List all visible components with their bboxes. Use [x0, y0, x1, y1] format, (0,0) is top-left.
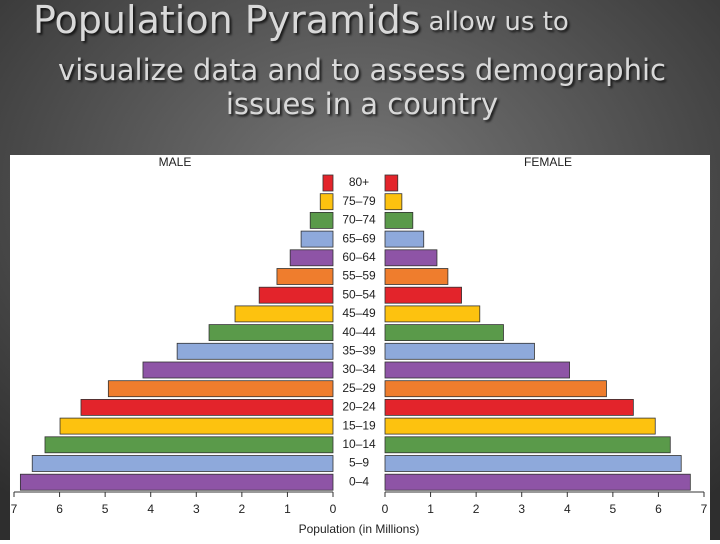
bar [300, 230, 334, 248]
bar [107, 380, 334, 398]
age-label: 30–34 [342, 362, 376, 376]
x-tick-label: 1 [427, 502, 434, 516]
x-tick-label: 6 [56, 502, 63, 516]
bar [176, 342, 334, 360]
bar [384, 268, 449, 285]
title-line: issues in a country [226, 87, 498, 121]
bar [384, 436, 671, 454]
x-tick-label: 3 [193, 502, 200, 516]
bar [276, 268, 334, 285]
bar [319, 193, 334, 211]
x-tick-label: 4 [564, 502, 571, 516]
x-tick-label: 0 [382, 502, 389, 516]
bar [384, 230, 425, 248]
x-tick-label: 0 [330, 502, 337, 516]
x-tick-label: 5 [610, 502, 617, 516]
age-label: 20–24 [342, 400, 376, 414]
x-tick-label: 5 [102, 502, 109, 516]
bar [384, 473, 691, 491]
bar [384, 249, 438, 267]
age-label: 65–69 [342, 231, 376, 245]
age-label: 80+ [349, 175, 369, 189]
age-label: 0–4 [349, 474, 369, 488]
bar [80, 398, 334, 416]
bar [44, 436, 334, 454]
age-label: 5–9 [349, 456, 369, 470]
age-label: 45–49 [342, 306, 376, 320]
x-tick-label: 2 [473, 502, 480, 516]
title-lead: Population Pyramids allow us to [33, 0, 569, 42]
bar [31, 455, 334, 472]
bar [384, 211, 414, 229]
bar [384, 380, 607, 398]
age-label: 15–19 [342, 418, 376, 432]
age-label: 55–59 [342, 269, 376, 283]
bar [234, 305, 334, 323]
title-rest: allow us to [429, 7, 569, 37]
bar [384, 342, 535, 360]
bar [59, 417, 334, 435]
bar [208, 324, 334, 342]
bar [322, 174, 334, 192]
bar [289, 249, 334, 267]
x-tick-label: 7 [701, 502, 708, 516]
age-label: 75–79 [342, 194, 376, 208]
x-tick-label: 2 [239, 502, 246, 516]
bar [384, 286, 462, 304]
series-header: FEMALE [524, 155, 572, 169]
bar [309, 211, 334, 229]
series-header: MALE [159, 155, 192, 169]
age-label: 25–29 [342, 381, 376, 395]
age-label: 10–14 [342, 437, 376, 451]
bar [384, 398, 634, 416]
bar [142, 361, 334, 379]
x-axis-label: Population (in Millions) [299, 522, 420, 536]
x-tick-label: 6 [655, 502, 662, 516]
bar [19, 473, 334, 491]
bar [384, 417, 656, 435]
age-label: 35–39 [342, 343, 376, 357]
bar [384, 174, 399, 192]
x-tick-label: 7 [11, 502, 18, 516]
x-tick-label: 1 [284, 502, 291, 516]
x-tick-label: 4 [147, 502, 154, 516]
title-line: visualize data and to assess demographic [58, 53, 666, 87]
age-label: 70–74 [342, 213, 376, 227]
bar [384, 455, 682, 472]
age-label: 60–64 [342, 250, 376, 264]
bar [384, 305, 481, 323]
title-lead-text: Population Pyramids [33, 0, 421, 42]
age-label: 50–54 [342, 287, 376, 301]
x-tick-label: 3 [518, 502, 525, 516]
bar [258, 286, 334, 304]
bar [384, 361, 570, 379]
bar [384, 324, 504, 342]
bar [384, 193, 403, 211]
age-label: 40–44 [342, 325, 376, 339]
